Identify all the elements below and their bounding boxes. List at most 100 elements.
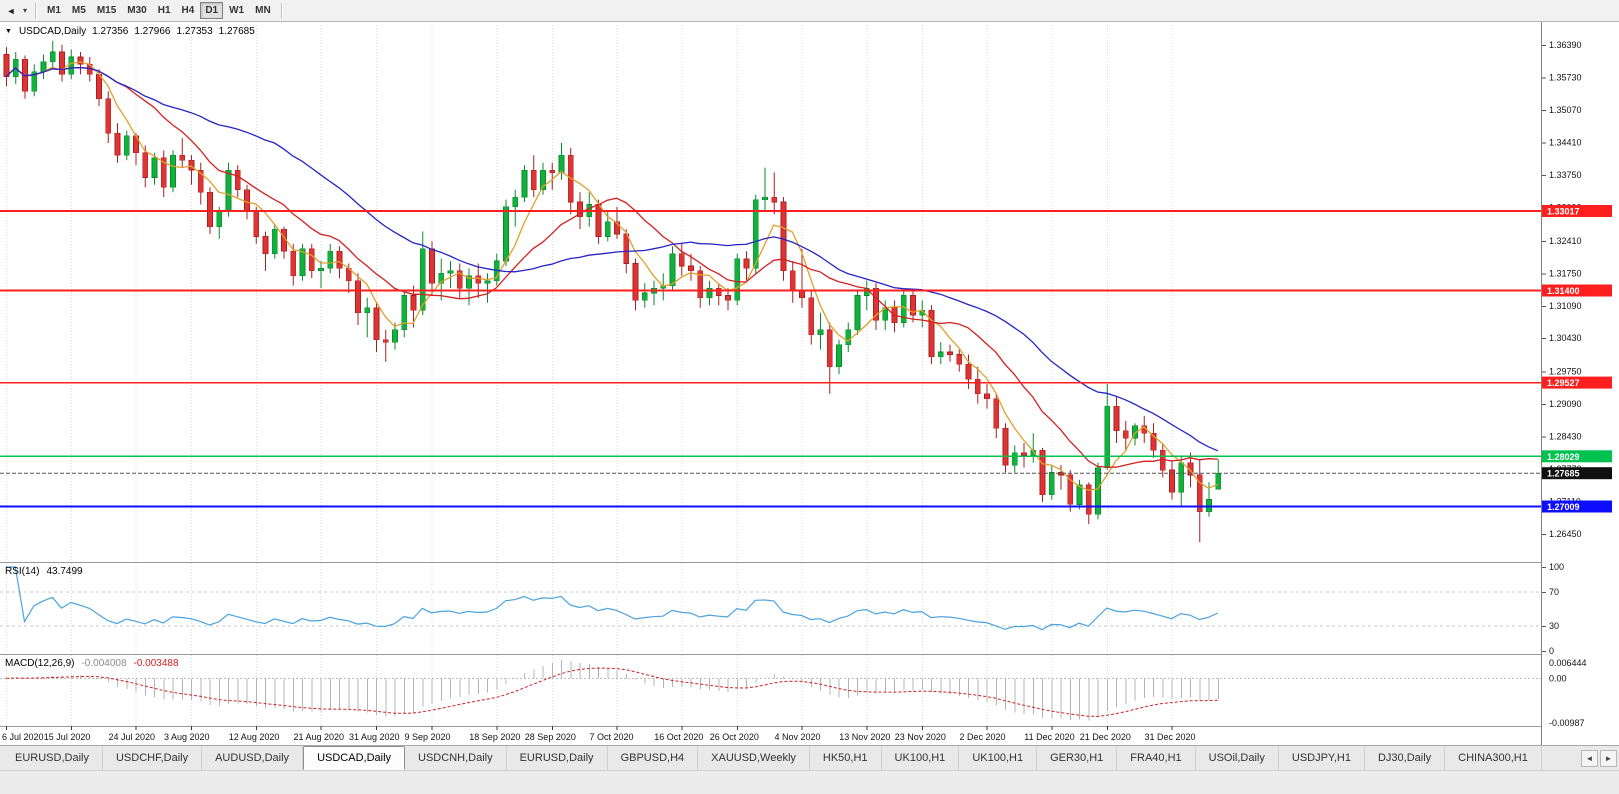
svg-text:1.35730: 1.35730 bbox=[1549, 73, 1582, 83]
chart-tab-fra40-h1[interactable]: FRA40,H1 bbox=[1117, 746, 1196, 770]
macd-name: MACD(12,26,9) bbox=[5, 658, 75, 669]
svg-text:26 Oct 2020: 26 Oct 2020 bbox=[710, 732, 759, 742]
svg-text:1.27009: 1.27009 bbox=[1547, 502, 1580, 512]
chart-tab-usdjpy-h1[interactable]: USDJPY,H1 bbox=[1279, 746, 1365, 770]
low-value: 1.27353 bbox=[176, 26, 213, 37]
toolbar-separator bbox=[280, 2, 283, 19]
price-badge bbox=[1542, 467, 1612, 480]
svg-text:16 Oct 2020: 16 Oct 2020 bbox=[654, 732, 703, 742]
timeframe-button-w1[interactable]: W1 bbox=[229, 5, 245, 16]
timeframe-button-mn[interactable]: MN bbox=[255, 5, 271, 16]
ohlc-info-bar: ▼ USDCAD,Daily 1.27356 1.27966 1.27353 1… bbox=[5, 26, 255, 37]
rsi-plot bbox=[0, 566, 1541, 631]
svg-text:1.28029: 1.28029 bbox=[1547, 452, 1580, 462]
timeframe-button-m5[interactable]: M5 bbox=[71, 5, 86, 16]
chart-tab-eurusd-daily[interactable]: EURUSD,Daily bbox=[2, 746, 103, 770]
svg-text:1.35070: 1.35070 bbox=[1549, 105, 1582, 115]
chart-tab-usdchf-daily[interactable]: USDCHF,Daily bbox=[103, 746, 203, 770]
chart-tab-uk100-h1[interactable]: UK100,H1 bbox=[959, 746, 1038, 770]
timeframe-button-m30[interactable]: M30 bbox=[127, 5, 147, 16]
svg-text:0.006444: 0.006444 bbox=[1549, 658, 1587, 668]
high-value: 1.27966 bbox=[134, 26, 171, 37]
chart-tab-usdcad-daily[interactable]: USDCAD,Daily bbox=[303, 746, 406, 770]
svg-text:1.34410: 1.34410 bbox=[1549, 138, 1582, 148]
close-value: 1.27685 bbox=[218, 26, 255, 37]
tabs-scroll-right-button[interactable]: ► bbox=[1600, 750, 1617, 767]
chart-tab-hk50-h1[interactable]: HK50,H1 bbox=[810, 746, 882, 770]
status-bar bbox=[0, 770, 1619, 794]
svg-text:23 Nov 2020: 23 Nov 2020 bbox=[895, 732, 946, 742]
chart-tab-audusd-daily[interactable]: AUDUSD,Daily bbox=[202, 746, 304, 770]
svg-text:1.26450: 1.26450 bbox=[1549, 529, 1582, 539]
moving-averages bbox=[5, 61, 1219, 491]
top-toolbar: ◄ ▾ M1 M5 M15 M30 H1 H4 D1 W1 MN bbox=[0, 0, 1619, 22]
timeframe-button-h1[interactable]: H1 bbox=[157, 5, 171, 16]
price-badge bbox=[1542, 450, 1612, 463]
svg-text:1.33750: 1.33750 bbox=[1549, 170, 1582, 180]
chart-canvas[interactable]: 1.36390 1.35730 1.35070 1.34410 1.33750 1.330… bbox=[0, 22, 1619, 745]
chart-tab-uk100-h1[interactable]: UK100,H1 bbox=[882, 746, 960, 770]
tab-scroll-arrows: ◄ ► bbox=[1581, 750, 1617, 767]
svg-text:1.33017: 1.33017 bbox=[1547, 207, 1580, 217]
date-axis[interactable]: 6 Jul 2020 15 Jul 2020 24 Jul 2020 3 Aug 20… bbox=[2, 726, 1196, 742]
timeframe-button-m15[interactable]: M15 bbox=[96, 5, 117, 16]
macd-signal-value: -0.003488 bbox=[133, 658, 179, 669]
symbol-timeframe-label: USDCAD,Daily bbox=[18, 26, 87, 37]
svg-text:1.29090: 1.29090 bbox=[1549, 399, 1582, 409]
svg-text:2 Dec 2020: 2 Dec 2020 bbox=[960, 732, 1006, 742]
timeframe-button-m1[interactable]: M1 bbox=[47, 5, 61, 16]
price-badge bbox=[1542, 284, 1612, 297]
svg-text:21 Dec 2020: 21 Dec 2020 bbox=[1080, 732, 1131, 742]
macd-value: -0.004008 bbox=[81, 658, 127, 669]
chart-tab-ger30-h1[interactable]: GER30,H1 bbox=[1037, 746, 1118, 770]
moving-average-13 bbox=[5, 66, 1218, 468]
svg-text:13 Nov 2020: 13 Nov 2020 bbox=[839, 732, 890, 742]
rsi-name: RSI(14) bbox=[5, 566, 40, 577]
svg-text:100: 100 bbox=[1549, 562, 1564, 572]
chart-tab-eurusd-daily[interactable]: EURUSD,Daily bbox=[507, 746, 608, 770]
svg-text:1.30430: 1.30430 bbox=[1549, 333, 1582, 343]
dropdown-caret-icon[interactable]: ▾ bbox=[22, 6, 27, 15]
price-badge bbox=[1542, 500, 1612, 513]
svg-text:4 Nov 2020: 4 Nov 2020 bbox=[775, 732, 821, 742]
horizontal-lines[interactable] bbox=[0, 210, 1541, 508]
svg-text:30: 30 bbox=[1549, 621, 1559, 631]
chart-tab-dj30-daily[interactable]: DJ30,Daily bbox=[1365, 746, 1446, 770]
timeframe-button-d1[interactable]: D1 bbox=[200, 2, 224, 19]
rsi-line bbox=[6, 566, 1219, 631]
chart-tab-china300-h1[interactable]: CHINA300,H1 bbox=[1445, 746, 1542, 770]
svg-text:31 Dec 2020: 31 Dec 2020 bbox=[1145, 732, 1196, 742]
svg-text:12 Aug 2020: 12 Aug 2020 bbox=[229, 732, 280, 742]
timeframe-buttons: M1 M5 M15 M30 H1 H4 D1 W1 MN bbox=[42, 2, 276, 19]
svg-text:31 Aug 2020: 31 Aug 2020 bbox=[349, 732, 400, 742]
svg-text:1.36390: 1.36390 bbox=[1549, 40, 1582, 50]
moving-average-5 bbox=[5, 61, 1219, 491]
svg-text:70: 70 bbox=[1549, 587, 1559, 597]
svg-text:3 Aug 2020: 3 Aug 2020 bbox=[164, 732, 210, 742]
chart-tab-usdcnh-daily[interactable]: USDCNH,Daily bbox=[405, 746, 507, 770]
collapse-arrow-icon[interactable]: ▼ bbox=[5, 28, 12, 35]
price-badge bbox=[1542, 205, 1612, 217]
svg-text:1.28430: 1.28430 bbox=[1549, 432, 1582, 442]
svg-text:18 Sep 2020: 18 Sep 2020 bbox=[469, 732, 520, 742]
svg-text:0.00: 0.00 bbox=[1549, 673, 1567, 683]
chart-cursor-icon[interactable]: ◄ bbox=[6, 5, 16, 16]
timeframe-button-h4[interactable]: H4 bbox=[181, 5, 195, 16]
svg-text:1.29527: 1.29527 bbox=[1547, 378, 1580, 388]
chart-tab-xauusd-weekly[interactable]: XAUUSD,Weekly bbox=[698, 746, 810, 770]
svg-text:21 Aug 2020: 21 Aug 2020 bbox=[294, 732, 345, 742]
svg-text:6 Jul 2020: 6 Jul 2020 bbox=[2, 732, 44, 742]
grid-lines bbox=[6, 25, 1173, 726]
chart-tab-usoil-daily[interactable]: USOil,Daily bbox=[1196, 746, 1279, 770]
svg-text:1.32410: 1.32410 bbox=[1549, 236, 1582, 246]
tabs-scroll-left-button[interactable]: ◄ bbox=[1581, 750, 1598, 767]
svg-text:24 Jul 2020: 24 Jul 2020 bbox=[109, 732, 156, 742]
chart-tab-gbpusd-h4[interactable]: GBPUSD,H4 bbox=[608, 746, 699, 770]
svg-text:15 Jul 2020: 15 Jul 2020 bbox=[44, 732, 91, 742]
macd-signal-line bbox=[5, 667, 1218, 718]
svg-text:9 Sep 2020: 9 Sep 2020 bbox=[405, 732, 451, 742]
rsi-value: 43.7499 bbox=[46, 566, 83, 577]
svg-text:-0.00987: -0.00987 bbox=[1549, 718, 1585, 728]
chart-tab-bar: EURUSD,Daily USDCHF,Daily AUDUSD,Daily USDC… bbox=[0, 745, 1619, 770]
